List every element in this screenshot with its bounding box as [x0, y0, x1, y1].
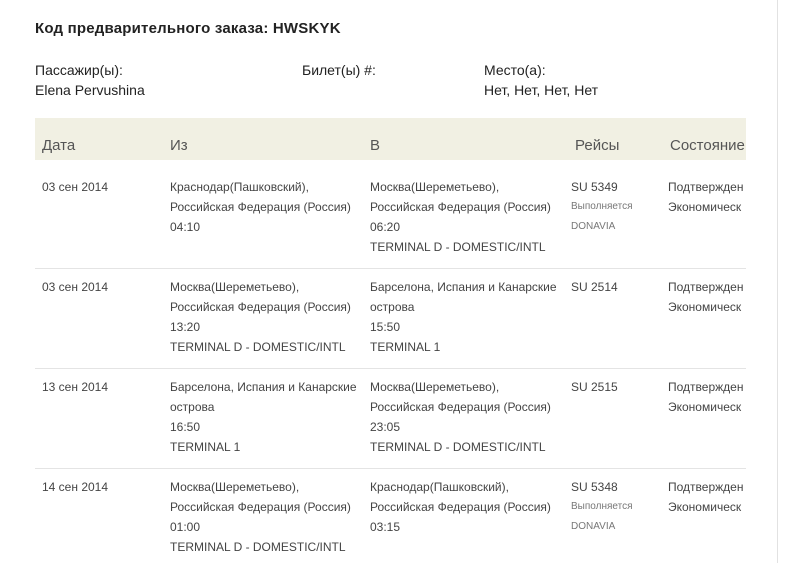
column-header: В: [370, 137, 381, 154]
status-line: Экономическ: [668, 200, 742, 214]
flight-cell: SU 5348 Выполняется DONAVIA: [571, 477, 633, 537]
status-line: Подтвержден: [668, 180, 744, 194]
date-text: 13 сен 2014: [42, 380, 109, 394]
seats-label: Место(а):: [484, 62, 546, 78]
status-line: Подтвержден: [668, 480, 744, 494]
column-header: Рейсы: [575, 137, 620, 154]
date-cell: 03 сен 2014: [42, 277, 108, 297]
itinerary-row: 13 сен 2014 Барселона, Испания и Канарски…: [35, 368, 746, 469]
from-line: Краснодар(Пашковский),: [170, 180, 309, 194]
flight-cell: SU 2515: [571, 377, 618, 397]
status-cell: Подтвержден Экономическ: [668, 377, 743, 417]
status-cell: Подтвержден Экономическ: [668, 177, 743, 217]
from-line: TERMINAL D - DOMESTIC/INTL: [170, 340, 346, 354]
seats-value: Нет, Нет, Нет, Нет: [484, 82, 599, 98]
itinerary-row: 14 сен 2014 Москва(Шереметьево), Российска…: [35, 468, 746, 563]
status-cell: Подтвержден Экономическ: [668, 277, 743, 317]
from-line: TERMINAL D - DOMESTIC/INTL: [170, 540, 346, 554]
from-line: Российская Федерация (Россия): [170, 300, 351, 314]
flight-line: SU 2514: [571, 280, 618, 294]
status-line: Подтвержден: [668, 380, 744, 394]
to-line: TERMINAL D - DOMESTIC/INTL: [370, 440, 546, 454]
date-cell: 03 сен 2014: [42, 177, 108, 197]
flight-line: SU 5348: [571, 480, 618, 494]
date-cell: 14 сен 2014: [42, 477, 108, 497]
from-line: 16:50: [170, 420, 201, 434]
to-line: Барселона, Испания и Канарские: [370, 280, 557, 294]
passenger-name: Elena Pervushina: [35, 82, 145, 98]
table-header: Дата Из В Рейсы Состояние: [35, 118, 746, 160]
to-line: TERMINAL 1: [370, 340, 441, 354]
to-cell: Москва(Шереметьево), Российская Федерация…: [370, 377, 551, 457]
date-text: 03 сен 2014: [42, 280, 109, 294]
page-edge: [777, 0, 778, 563]
flight-line: Выполняется: [571, 201, 633, 212]
itinerary-table: Дата Из В Рейсы Состояние 03 сен 2014 Краснод…: [35, 118, 746, 563]
to-line: 23:05: [370, 420, 401, 434]
to-line: Российская Федерация (Россия): [370, 400, 551, 414]
column-header: Состояние: [670, 137, 745, 154]
from-line: Москва(Шереметьево),: [170, 480, 300, 494]
passengers-label: Пассажир(ы):: [35, 62, 123, 78]
status-line: Экономическ: [668, 300, 742, 314]
flight-line: DONAVIA: [571, 521, 616, 532]
from-line: Барселона, Испания и Канарские: [170, 380, 357, 394]
to-line: TERMINAL D - DOMESTIC/INTL: [370, 240, 546, 254]
from-cell: Краснодар(Пашковский), Российская Федерац…: [170, 177, 351, 237]
status-line: Подтвержден: [668, 280, 744, 294]
flight-line: DONAVIA: [571, 221, 616, 232]
to-line: Российская Федерация (Россия): [370, 200, 551, 214]
from-line: 01:00: [170, 520, 201, 534]
itinerary-row: 03 сен 2014 Краснодар(Пашковский), Российс…: [35, 168, 746, 269]
to-cell: Краснодар(Пашковский), Российская Федерац…: [370, 477, 551, 537]
column-header: Дата: [42, 137, 76, 154]
from-line: 13:20: [170, 320, 201, 334]
from-cell: Москва(Шереметьево), Российская Федерация…: [170, 477, 351, 557]
date-cell: 13 сен 2014: [42, 377, 108, 397]
to-cell: Москва(Шереметьево), Российская Федерация…: [370, 177, 551, 257]
from-line: Москва(Шереметьево),: [170, 280, 300, 294]
to-line: 06:20: [370, 220, 401, 234]
itinerary-row: 03 сен 2014 Москва(Шереметьево), Российска…: [35, 268, 746, 369]
to-line: Краснодар(Пашковский),: [370, 480, 509, 494]
from-line: 04:10: [170, 220, 201, 234]
status-line: Экономическ: [668, 500, 742, 514]
to-cell: Барселона, Испания и Канарские острова 15:…: [370, 277, 557, 357]
date-text: 14 сен 2014: [42, 480, 109, 494]
from-line: Российская Федерация (Россия): [170, 200, 351, 214]
flight-cell: SU 2514: [571, 277, 618, 297]
from-cell: Москва(Шереметьево), Российская Федерация…: [170, 277, 351, 357]
status-line: Экономическ: [668, 400, 742, 414]
to-line: Российская Федерация (Россия): [370, 500, 551, 514]
from-line: TERMINAL 1: [170, 440, 241, 454]
column-header: Из: [170, 137, 188, 154]
to-line: 15:50: [370, 320, 401, 334]
flight-line: SU 5349: [571, 180, 618, 194]
status-cell: Подтвержден Экономическ: [668, 477, 743, 517]
date-text: 03 сен 2014: [42, 180, 109, 194]
flight-line: SU 2515: [571, 380, 618, 394]
from-line: Российская Федерация (Россия): [170, 500, 351, 514]
tickets-label: Билет(ы) #:: [302, 62, 376, 78]
to-line: 03:15: [370, 520, 401, 534]
to-line: Москва(Шереметьево),: [370, 380, 500, 394]
to-line: Москва(Шереметьево),: [370, 180, 500, 194]
flight-cell: SU 5349 Выполняется DONAVIA: [571, 177, 633, 237]
from-cell: Барселона, Испания и Канарские острова 16:…: [170, 377, 357, 457]
flight-line: Выполняется: [571, 501, 633, 512]
from-line: острова: [170, 400, 215, 414]
to-line: острова: [370, 300, 415, 314]
booking-code-title: Код предварительного заказа: HWSKYK: [35, 20, 341, 37]
